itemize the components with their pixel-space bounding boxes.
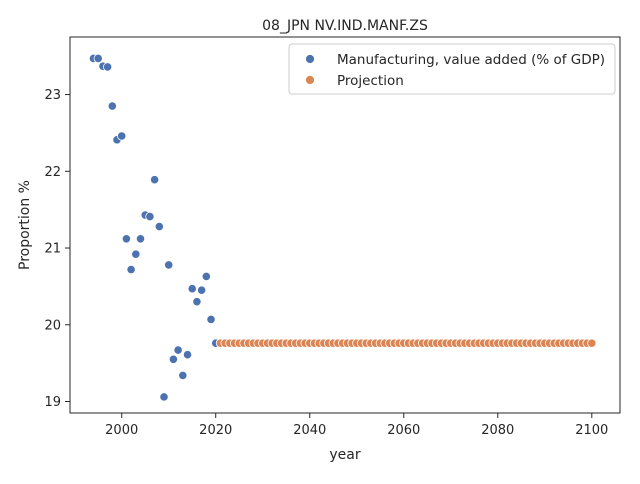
y-tick-label: 21: [44, 242, 61, 257]
plot-frame: [69, 36, 621, 414]
data-point-manufacturing: [201, 271, 211, 282]
x-tick-label: 2060: [387, 423, 420, 438]
y-tick-label: 23: [44, 88, 61, 103]
data-point-manufacturing: [154, 221, 164, 232]
y-tick-label: 19: [44, 395, 61, 410]
data-point-manufacturing: [117, 131, 127, 141]
x-tick-label: 2000: [105, 423, 138, 438]
x-tick-label: 2100: [575, 423, 608, 438]
data-point-manufacturing: [145, 211, 155, 222]
data-point-manufacturing: [206, 314, 216, 324]
legend-label-manufacturing: Manufacturing, value added (% of GDP): [337, 52, 605, 68]
y-axis: 19 20 21 22 23: [44, 88, 70, 410]
data-point-manufacturing: [178, 370, 188, 380]
legend-label-projection: Projection: [337, 73, 404, 89]
data-points: [88, 53, 597, 402]
data-point-manufacturing: [182, 350, 193, 360]
data-point-manufacturing: [131, 249, 141, 259]
y-tick-label: 22: [44, 165, 61, 180]
data-point-manufacturing: [103, 62, 113, 72]
legend-marker-projection: [305, 75, 315, 85]
data-point-manufacturing: [159, 392, 169, 402]
y-axis-label: Proportion %: [17, 180, 33, 270]
data-point-manufacturing: [121, 234, 132, 244]
data-point-manufacturing: [173, 345, 183, 355]
x-axis-label: year: [329, 447, 360, 463]
legend: Manufacturing, value added (% of GDP) Pr…: [288, 43, 616, 95]
y-tick-label: 20: [44, 318, 61, 333]
data-point-manufacturing: [126, 264, 136, 275]
chart-title: 08_JPN NV.IND.MANF.ZS: [262, 18, 428, 34]
legend-frame: [288, 43, 616, 95]
data-point-manufacturing: [107, 101, 117, 111]
x-tick-label: 2020: [199, 423, 232, 438]
x-axis: 2000 2020 2040 2060 2080 2100: [105, 413, 608, 438]
data-point-manufacturing: [187, 284, 197, 294]
data-point-manufacturing: [192, 297, 202, 307]
data-point-manufacturing: [150, 175, 160, 185]
data-point-manufacturing: [135, 234, 146, 244]
legend-marker-manufacturing: [305, 54, 315, 64]
data-point-projection: [587, 338, 597, 348]
data-point-manufacturing: [93, 53, 103, 64]
x-tick-label: 2080: [481, 423, 514, 438]
data-point-manufacturing: [168, 354, 179, 364]
data-point-manufacturing: [197, 285, 207, 295]
x-tick-label: 2040: [293, 423, 326, 438]
data-point-manufacturing: [164, 260, 174, 270]
